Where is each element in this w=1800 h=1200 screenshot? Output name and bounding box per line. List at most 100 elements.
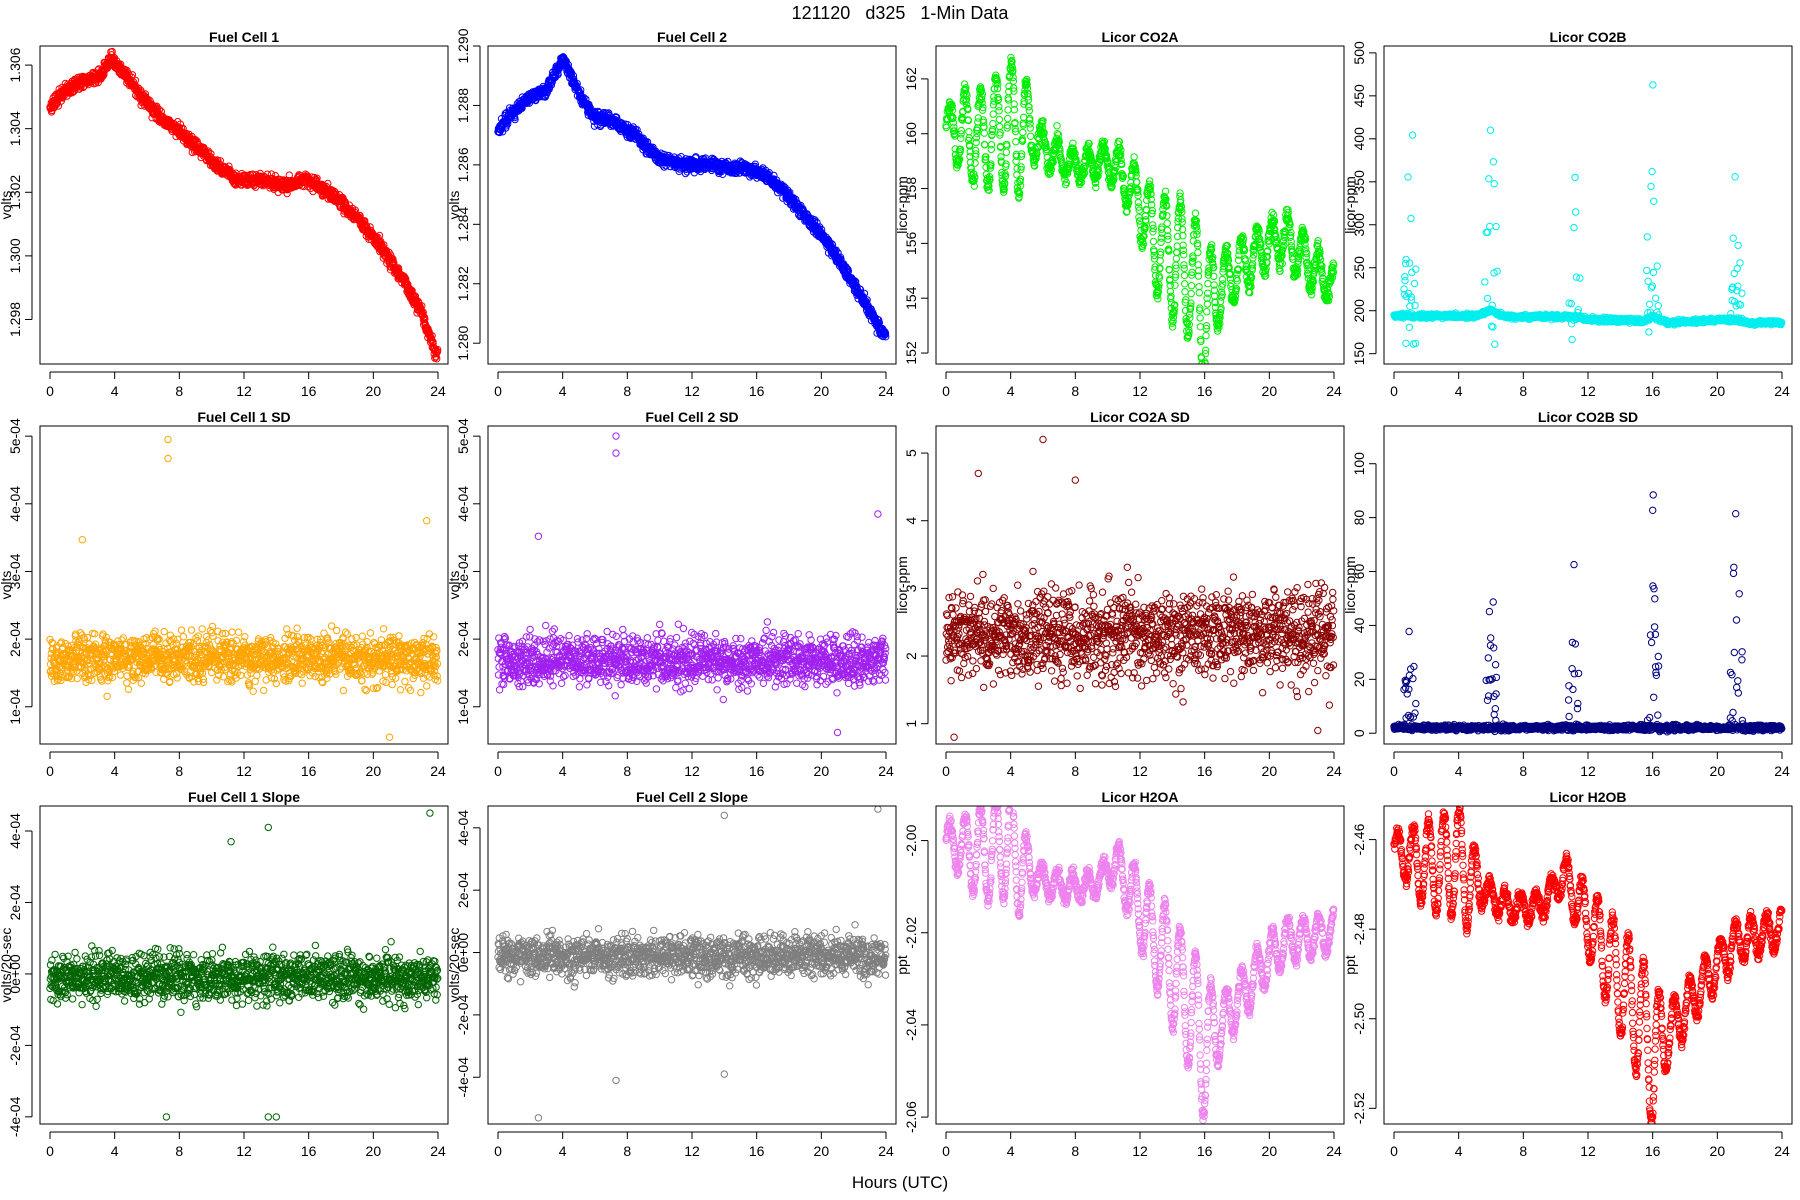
data-point — [1215, 323, 1223, 331]
data-point — [1151, 263, 1159, 271]
data-point — [1179, 232, 1187, 240]
data-point — [1213, 327, 1222, 335]
data-point — [1026, 120, 1034, 128]
data-point — [128, 71, 137, 79]
data-point — [1100, 137, 1109, 146]
data-point — [1024, 93, 1032, 101]
x-tick-label: 16 — [749, 383, 765, 399]
data-point — [1147, 201, 1156, 209]
data-point — [1134, 186, 1142, 194]
data-point — [875, 316, 883, 324]
data-point — [1094, 172, 1102, 180]
data-point — [387, 251, 395, 259]
data-point — [1241, 257, 1250, 265]
y-axis-label: volts — [0, 191, 14, 220]
data-point — [1117, 156, 1125, 164]
data-point — [1111, 168, 1119, 177]
x-tick-label: 12 — [236, 383, 252, 399]
data-point — [962, 84, 970, 92]
data-point — [1092, 183, 1100, 192]
data-point — [1134, 191, 1142, 200]
data-point — [1180, 251, 1188, 259]
data-point — [1146, 182, 1155, 191]
data-point — [1207, 246, 1216, 254]
data-point — [1204, 271, 1213, 279]
data-point — [1179, 246, 1188, 255]
data-point — [1302, 245, 1310, 253]
data-point — [1018, 137, 1027, 146]
x-tick-label: 20 — [366, 383, 382, 399]
data-point — [1235, 247, 1244, 255]
data-point — [1408, 131, 1417, 139]
data-point — [1485, 175, 1493, 183]
data-point — [973, 129, 981, 138]
data-point — [1265, 237, 1274, 245]
data-point — [1411, 301, 1419, 310]
data-point — [1164, 232, 1172, 240]
data-point — [1055, 136, 1063, 144]
data-point — [1008, 63, 1016, 72]
data-point — [978, 106, 987, 114]
panel-title: Fuel Cell 2 — [657, 29, 727, 45]
data-point — [1086, 148, 1094, 156]
data-point — [1400, 285, 1408, 293]
data-point — [1220, 262, 1229, 271]
data-point — [1173, 232, 1182, 241]
data-point — [969, 177, 977, 186]
data-point — [1234, 265, 1243, 273]
data-point — [1004, 96, 1013, 104]
panel-fc1: Fuel Cell 10 4 8 12 16 20 241.2981.3001.3021.3… — [0, 29, 449, 399]
data-point — [1009, 84, 1018, 92]
data-point — [987, 145, 995, 154]
data-point — [1255, 228, 1263, 236]
data-point — [1238, 233, 1246, 241]
data-point — [1117, 146, 1125, 154]
data-point — [986, 164, 995, 172]
data-point — [957, 134, 965, 143]
data-point — [1187, 282, 1196, 290]
data-point — [873, 315, 882, 324]
data-point — [1209, 264, 1218, 272]
data-point — [1010, 100, 1018, 108]
data-point — [1180, 264, 1188, 273]
data-point — [1173, 242, 1181, 250]
data-point — [1203, 294, 1211, 302]
data-point — [949, 119, 957, 127]
data-point — [1025, 107, 1034, 115]
data-point — [100, 70, 108, 79]
data-point — [1007, 53, 1015, 62]
data-point — [1408, 268, 1416, 277]
data-point — [389, 255, 397, 263]
data-point — [990, 97, 998, 105]
x-tick-label: 24 — [1326, 383, 1342, 399]
data-point — [1193, 230, 1201, 239]
data-point — [1008, 58, 1016, 66]
data-point — [1171, 281, 1179, 289]
y-tick-label: 162 — [903, 67, 919, 91]
y-tick-label: 1.282 — [455, 266, 471, 301]
data-point — [1309, 278, 1318, 286]
data-point — [957, 126, 966, 135]
x-axis-co2a: 0 4 8 12 16 20 24 — [942, 371, 1342, 399]
data-point — [1017, 152, 1026, 161]
data-point — [1203, 308, 1211, 316]
data-point — [1211, 298, 1219, 307]
data-point — [1261, 267, 1270, 275]
data-point — [1216, 309, 1225, 317]
data-point — [1404, 173, 1412, 181]
data-point — [1489, 323, 1497, 331]
data-point — [995, 107, 1003, 115]
data-point — [1410, 279, 1419, 288]
data-point — [851, 278, 860, 286]
data-point — [429, 339, 437, 348]
data-point — [1023, 84, 1032, 92]
x-tick-label: 24 — [878, 383, 894, 399]
data-point — [779, 182, 788, 190]
data-point — [1303, 249, 1311, 258]
data-point — [1327, 277, 1335, 285]
data-point — [1208, 241, 1216, 249]
data-point — [1170, 309, 1178, 317]
data-point — [1217, 304, 1225, 312]
data-point — [1210, 281, 1218, 289]
y-tick-label: 1.304 — [7, 111, 23, 146]
